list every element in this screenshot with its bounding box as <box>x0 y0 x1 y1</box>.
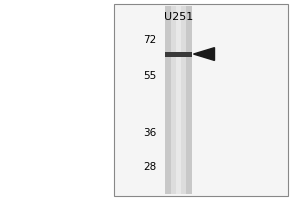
Bar <box>165 6 192 194</box>
Bar <box>176 6 181 194</box>
Text: 55: 55 <box>143 71 156 81</box>
Bar <box>165 52 192 57</box>
Text: 72: 72 <box>143 35 156 45</box>
Bar <box>114 4 288 196</box>
Text: 28: 28 <box>143 162 156 172</box>
Polygon shape <box>194 48 214 60</box>
Text: 36: 36 <box>143 128 156 138</box>
Text: U251: U251 <box>164 12 193 22</box>
Bar <box>171 6 186 194</box>
